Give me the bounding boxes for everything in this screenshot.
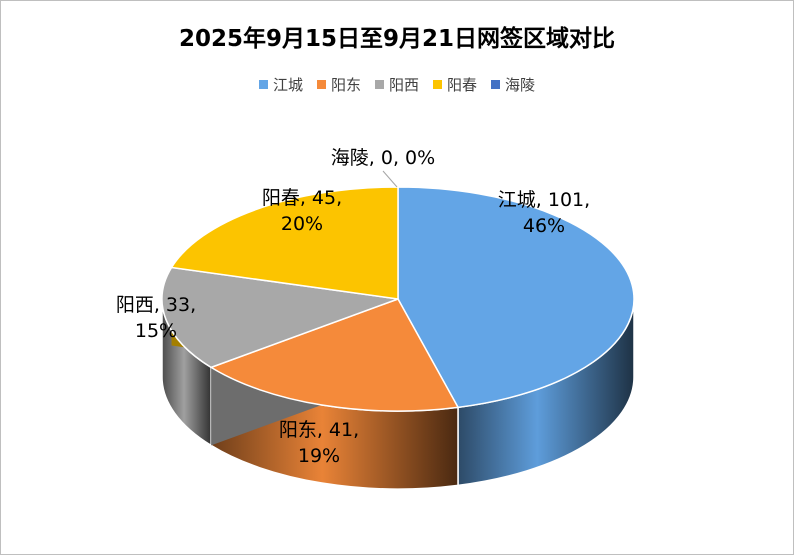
legend-label: 江城 <box>272 76 303 94</box>
legend-item-yangxi: 阳西 <box>374 74 419 95</box>
legend-swatch <box>316 80 326 89</box>
data-label-line: 阳东, 41, <box>279 419 359 441</box>
data-label-line: 阳春, 45, <box>262 187 342 209</box>
legend-swatch <box>374 80 384 89</box>
pie-tops <box>161 186 635 412</box>
data-label-line: 20% <box>281 213 323 235</box>
pie-slice-jiangcheng <box>397 186 635 409</box>
legend-item-jiangcheng: 江城 <box>258 74 303 95</box>
legend: 江城 阳东 阳西 阳春 海陵 <box>1 74 793 95</box>
data-label-line: 15% <box>135 320 177 342</box>
pie-slice-yangxi <box>161 266 399 369</box>
pie-slice-yangdong <box>209 298 460 412</box>
data-label-yangchun: 阳春, 45, 20% <box>262 187 342 235</box>
pie-slice-yangchun <box>170 186 399 300</box>
data-label-line: 46% <box>523 215 565 237</box>
legend-swatch <box>258 80 268 89</box>
data-label-line: 海陵, 0, 0% <box>331 147 435 169</box>
data-label-yangdong: 阳东, 41, 19% <box>279 419 359 467</box>
data-label-line: 19% <box>298 445 340 467</box>
legend-swatch <box>491 80 501 89</box>
legend-item-yangchun: 阳春 <box>433 74 477 95</box>
data-label-line: 阳西, 33, <box>116 294 196 316</box>
legend-label: 阳东 <box>330 76 361 94</box>
leader-line-hailing <box>382 170 398 188</box>
data-label-jiangcheng: 江城, 101, 46% <box>498 189 590 237</box>
pie-labels: 江城, 101, 46% 阳东, 41, 19% 阳西, 33, 15% 阳春, 45, 20… <box>116 147 590 467</box>
legend-item-hailing: 海陵 <box>491 74 535 95</box>
data-label-yangxi: 阳西, 33, 15% <box>116 294 196 342</box>
data-label-hailing: 海陵, 0, 0% <box>331 147 435 169</box>
data-label-line: 江城, 101, <box>498 189 590 211</box>
chart-title: 2025年9月15日至9月21日网签区域对比 <box>178 26 616 52</box>
legend-swatch <box>433 80 442 89</box>
legend-label: 海陵 <box>505 76 536 94</box>
legend-label: 阳春 <box>447 76 478 94</box>
legend-label: 阳西 <box>388 76 419 94</box>
legend-item-yangdong: 阳东 <box>316 74 361 95</box>
